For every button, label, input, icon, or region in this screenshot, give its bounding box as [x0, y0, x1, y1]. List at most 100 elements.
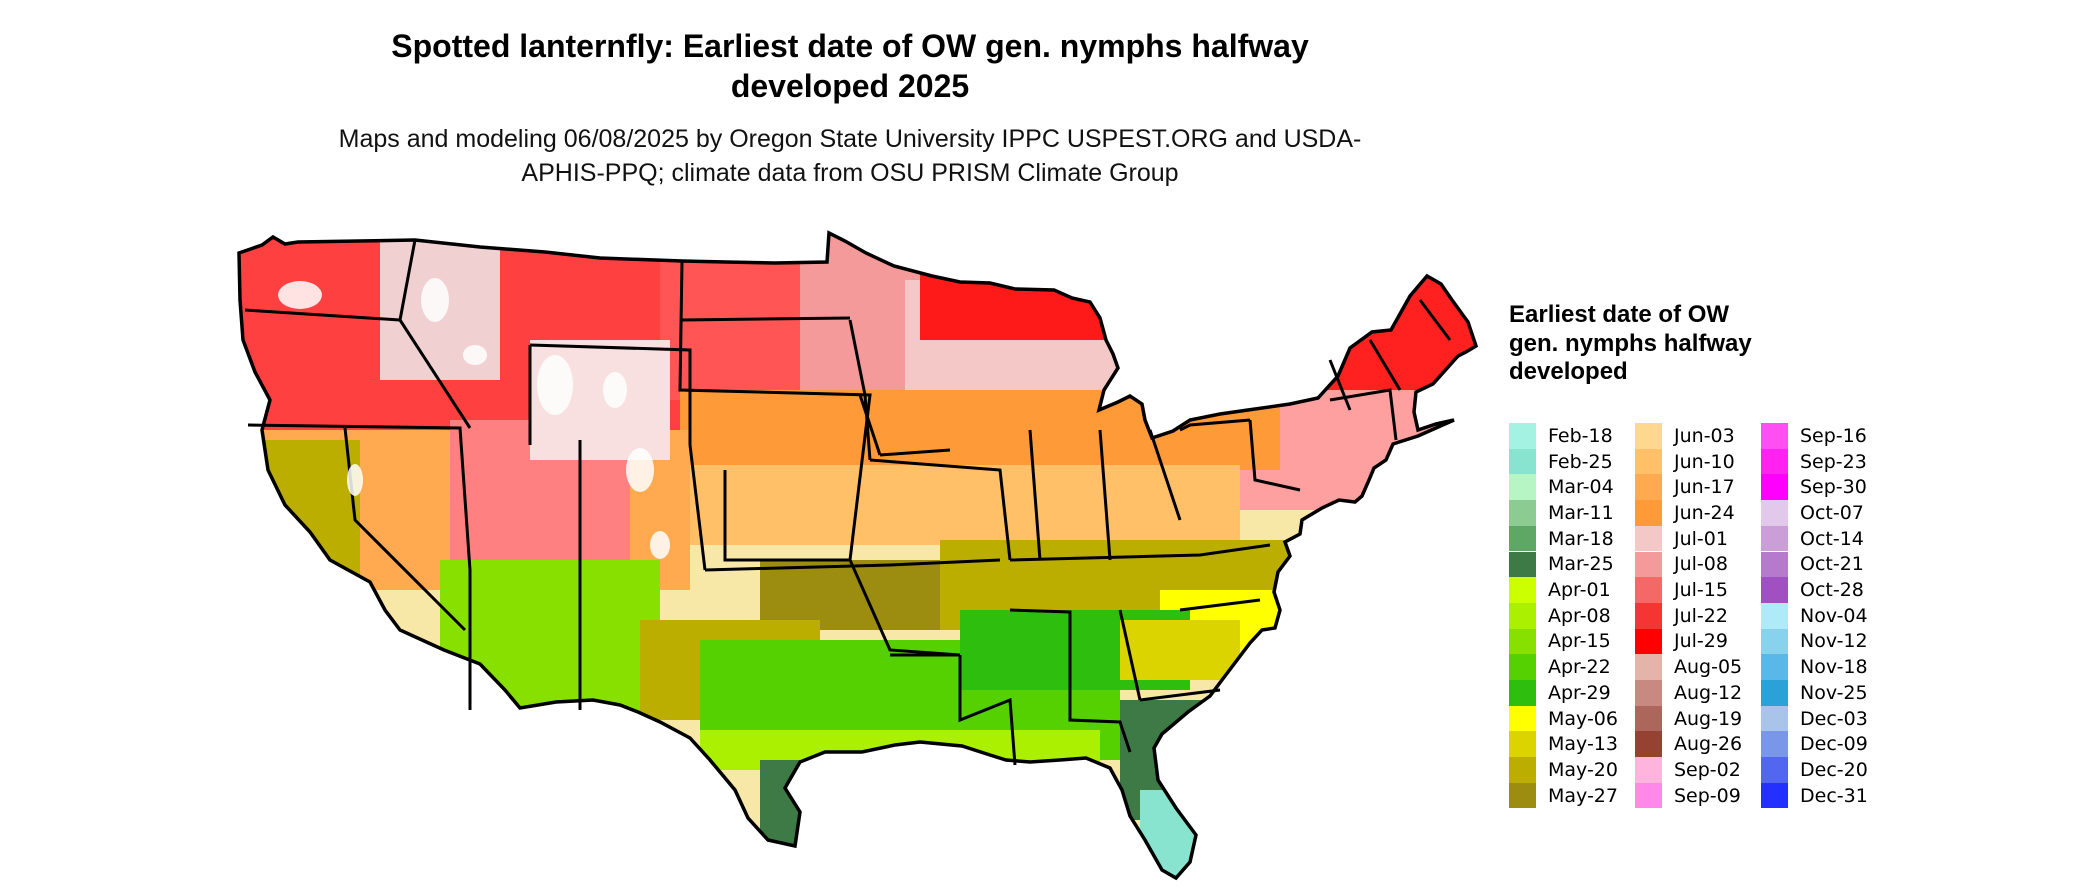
legend-label: Sep-02 [1674, 758, 1741, 781]
legend-label: Nov-25 [1800, 681, 1868, 704]
legend-label: Jul-29 [1674, 630, 1728, 653]
legend-label: Apr-29 [1548, 681, 1611, 704]
legend-label: Mar-04 [1548, 476, 1614, 499]
state-boundaries [244, 239, 1452, 766]
legend-label: Apr-22 [1548, 656, 1611, 679]
legend-label: Sep-23 [1800, 450, 1867, 473]
legend-swatch [1761, 628, 1788, 655]
legend-item: Aug-05 [1635, 654, 1742, 680]
legend-item: Feb-25 [1509, 448, 1613, 475]
legend-item: Oct-21 [1761, 551, 1864, 578]
legend-label: Mar-18 [1548, 527, 1614, 550]
legend-swatch [1635, 731, 1662, 758]
legend-swatch [1635, 500, 1662, 526]
legend-swatch [1761, 782, 1788, 809]
legend-item: Jun-10 [1635, 448, 1735, 475]
legend-swatch [1761, 577, 1788, 603]
white-mountain-areas [278, 278, 670, 559]
legend-item: Jul-08 [1635, 551, 1728, 578]
legend-swatch [1635, 654, 1662, 680]
legend-swatch [1761, 423, 1788, 449]
legend-label: Apr-01 [1548, 579, 1611, 602]
legend-item: Mar-04 [1509, 474, 1614, 501]
legend-item: Nov-18 [1761, 654, 1868, 680]
legend-label: Nov-18 [1800, 656, 1868, 679]
legend-item: Sep-23 [1761, 448, 1867, 475]
legend-item: Nov-12 [1761, 628, 1868, 655]
legend-swatch [1761, 602, 1788, 629]
legend-item: Apr-29 [1509, 680, 1611, 706]
legend-swatch [1509, 731, 1536, 758]
legend-swatch [1635, 782, 1662, 809]
legend-label: Sep-16 [1800, 424, 1867, 447]
legend-item: Dec-03 [1761, 705, 1868, 732]
legend-label: Mar-11 [1548, 501, 1614, 524]
legend-swatch [1509, 680, 1536, 706]
legend-item: Aug-19 [1635, 705, 1742, 732]
legend-label: Aug-26 [1674, 733, 1743, 756]
legend-label: Nov-04 [1800, 604, 1868, 627]
legend-item: Aug-26 [1635, 731, 1743, 758]
legend-label: Apr-15 [1548, 630, 1611, 653]
legend-swatch [1509, 525, 1536, 552]
legend-item: Jul-22 [1635, 602, 1728, 629]
legend-label: Jun-24 [1674, 501, 1735, 524]
legend-item: Dec-09 [1761, 731, 1868, 758]
legend-label: Mar-25 [1548, 553, 1614, 576]
legend-swatch [1509, 423, 1536, 449]
development-date-shading [239, 233, 1476, 878]
legend-label: Apr-08 [1548, 604, 1611, 627]
legend-swatch [1761, 654, 1788, 680]
legend-label: Aug-12 [1674, 681, 1743, 704]
legend-swatch [1761, 448, 1788, 475]
legend-swatch [1635, 551, 1662, 578]
legend-swatch [1635, 757, 1662, 783]
legend-label: May-20 [1548, 758, 1618, 781]
legend-swatch [1509, 782, 1536, 809]
map-subtitle: Maps and modeling 06/08/2025 by Oregon S… [338, 125, 1362, 187]
legend-item: Dec-20 [1761, 757, 1868, 783]
legend-item: Sep-09 [1635, 782, 1741, 809]
legend-swatch [1635, 680, 1662, 706]
legend-label: Jun-17 [1674, 476, 1735, 499]
legend-label: Dec-03 [1800, 707, 1868, 730]
legend-item: Mar-11 [1509, 500, 1614, 526]
legend-item: Sep-02 [1635, 757, 1741, 783]
legend-label: Jun-03 [1674, 424, 1735, 447]
legend-swatch [1635, 705, 1662, 732]
legend-swatch [1635, 577, 1662, 603]
legend-label: Oct-21 [1800, 553, 1864, 576]
legend-swatch [1761, 757, 1788, 783]
legend-item: Apr-15 [1509, 628, 1611, 655]
legend-item: May-06 [1509, 705, 1618, 732]
legend-item: Jul-01 [1635, 525, 1728, 552]
legend-item: Sep-30 [1761, 474, 1867, 501]
legend-swatch [1761, 731, 1788, 758]
legend-item: Apr-22 [1509, 654, 1611, 680]
legend-swatch [1761, 474, 1788, 501]
legend-swatch [1509, 628, 1536, 655]
legend-swatch [1761, 705, 1788, 732]
map-title: Spotted lanternfly: Earliest date of OW … [391, 28, 1309, 104]
legend-swatch [1635, 602, 1662, 629]
legend-label: Aug-05 [1674, 656, 1743, 679]
legend-item: Aug-12 [1635, 680, 1742, 706]
legend-item: Nov-25 [1761, 680, 1868, 706]
legend-label: Sep-09 [1674, 784, 1741, 807]
legend-swatch [1509, 654, 1536, 680]
legend-swatch [1509, 500, 1536, 526]
legend-item: Mar-25 [1509, 551, 1614, 578]
legend-item: Mar-18 [1509, 525, 1614, 552]
legend-item: May-20 [1509, 757, 1618, 783]
legend-item: May-13 [1509, 731, 1618, 758]
legend-label: Oct-07 [1800, 501, 1864, 524]
legend-label: Jul-01 [1674, 527, 1728, 550]
legend-item: May-27 [1509, 782, 1618, 809]
legend-item: Apr-08 [1509, 602, 1611, 629]
legend-swatch [1761, 500, 1788, 526]
legend-swatch [1509, 705, 1536, 732]
legend-item: Feb-18 [1509, 423, 1613, 449]
legend-swatch [1761, 551, 1788, 578]
legend-swatch [1509, 448, 1536, 475]
legend-swatch [1635, 474, 1662, 501]
